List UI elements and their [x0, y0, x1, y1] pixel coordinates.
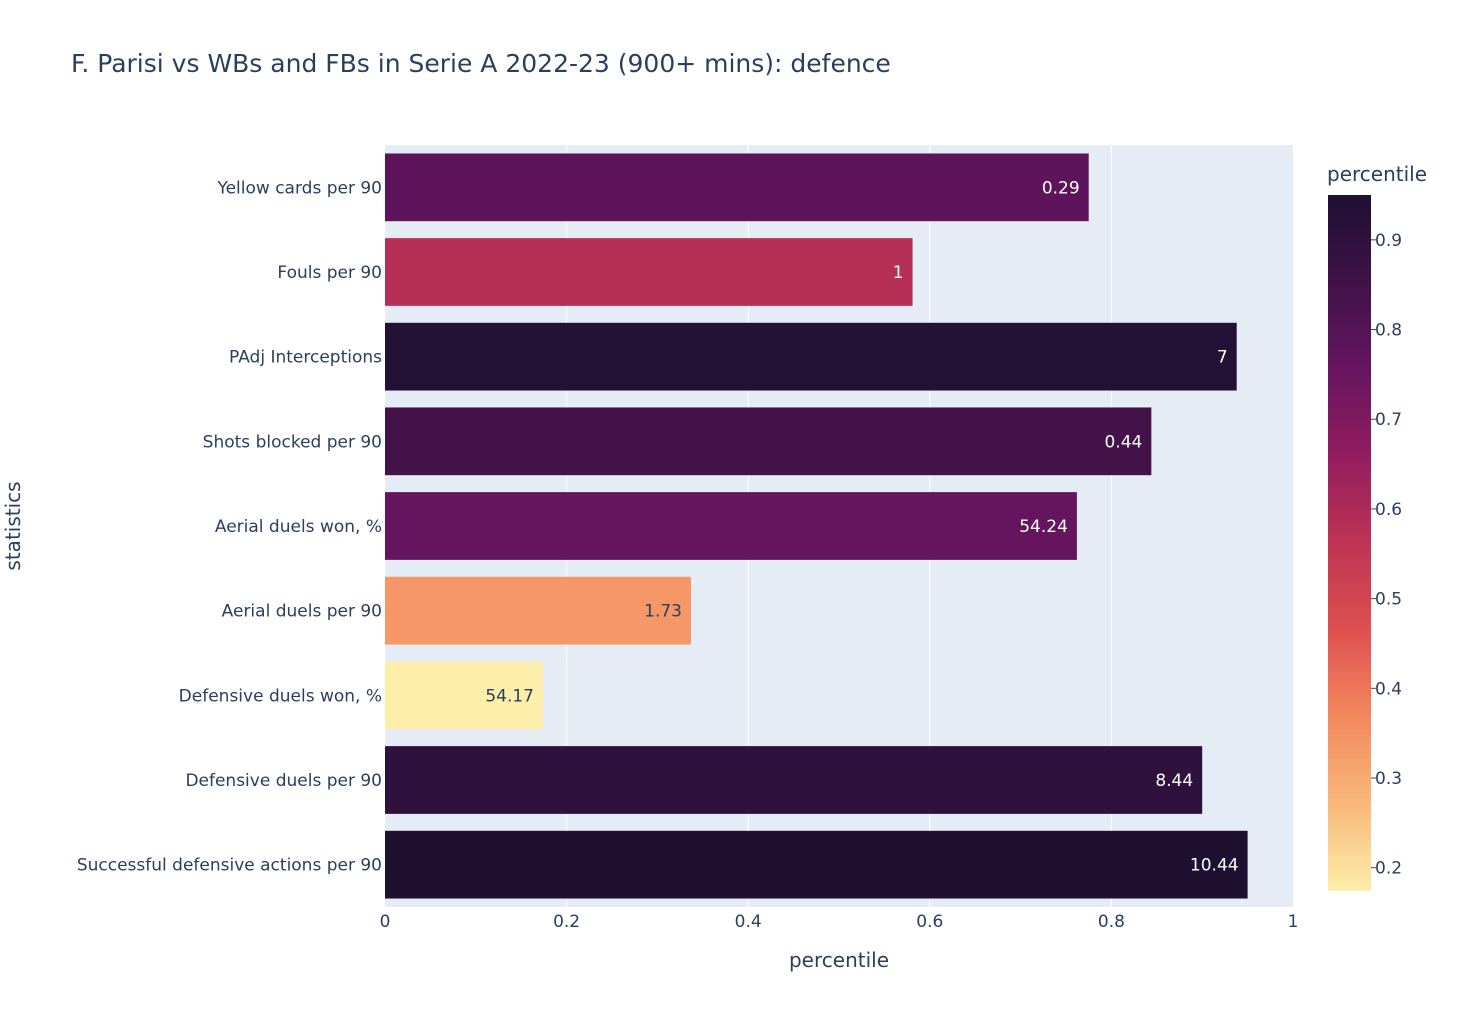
bar-value-label: 54.24: [1019, 517, 1068, 537]
bar: [385, 746, 1203, 814]
bar: [385, 238, 913, 306]
x-tick-label: 0: [380, 912, 391, 932]
y-tick-label: Defensive duels won, %: [179, 686, 382, 706]
colorbar-tick-label: 0.9: [1375, 231, 1402, 251]
bar-value-label: 1: [893, 263, 904, 283]
bar-value-label: 8.44: [1155, 771, 1193, 791]
bar-value-label: 0.29: [1042, 178, 1080, 198]
colorbar-tick-label: 0.5: [1375, 590, 1402, 610]
colorbar-ticks: 0.2 0.3 0.4 0.5 0.6 0.7 0.8 0.9: [1371, 231, 1402, 879]
colorbar-tick-label: 0.8: [1375, 321, 1402, 341]
bar: [385, 322, 1237, 391]
colorbar-tick-label: 0.6: [1375, 500, 1402, 520]
bar-value-label: 54.17: [485, 686, 534, 706]
bar-value-label: 7: [1217, 348, 1228, 368]
y-tick-label: Yellow cards per 90: [216, 178, 382, 198]
y-tick-label: PAdj Interceptions: [229, 348, 382, 368]
bar-value-label: 0.44: [1104, 432, 1142, 452]
colorbar: [1328, 195, 1371, 891]
colorbar-tick-label: 0.3: [1375, 769, 1402, 789]
x-axis-ticks: 0 0.2 0.4 0.6 0.8 1: [380, 912, 1299, 932]
y-tick-label: Defensive duels per 90: [185, 771, 382, 791]
bar: [385, 153, 1089, 222]
x-tick-label: 1: [1288, 912, 1299, 932]
x-tick-label: 0.8: [1098, 912, 1125, 932]
y-axis-ticks: Yellow cards per 90 Fouls per 90 PAdj Inte…: [77, 178, 382, 875]
bar: [385, 661, 543, 730]
colorbar-tick-label: 0.2: [1375, 859, 1402, 879]
y-tick-label: Fouls per 90: [277, 263, 382, 283]
colorbar-title: percentile: [1327, 162, 1427, 186]
x-tick-label: 0.4: [735, 912, 762, 932]
bar: [385, 492, 1077, 560]
y-tick-label: Successful defensive actions per 90: [77, 856, 382, 876]
bar-value-label: 1.73: [644, 602, 682, 622]
y-tick-label: Shots blocked per 90: [203, 432, 382, 452]
bar: [385, 576, 691, 645]
colorbar-tick-label: 0.7: [1375, 410, 1402, 430]
x-axis-title: percentile: [789, 948, 889, 972]
chart-title: F. Parisi vs WBs and FBs in Serie A 2022…: [71, 49, 891, 78]
y-tick-label: Aerial duels won, %: [215, 517, 382, 537]
y-tick-label: Aerial duels per 90: [222, 602, 382, 622]
bars: 0.29 1 7 0.44 54.24 1.73 54.17 8.44 10.44: [385, 153, 1248, 899]
x-tick-label: 0.6: [916, 912, 943, 932]
bar-value-label: 10.44: [1190, 856, 1239, 876]
y-axis-title: statistics: [1, 481, 25, 570]
x-tick-label: 0.2: [553, 912, 580, 932]
colorbar-tick-label: 0.4: [1375, 679, 1402, 699]
bar: [385, 407, 1152, 476]
bar: [385, 830, 1248, 899]
